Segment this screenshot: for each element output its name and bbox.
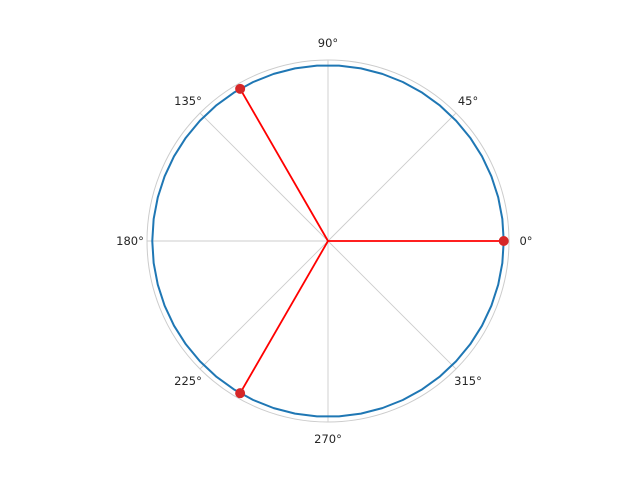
plot-area (151, 64, 509, 418)
series-line-circle (151, 64, 505, 418)
marker-point-120 (235, 83, 246, 94)
grid-spoke-225 (199, 240, 329, 370)
theta-tick-label-225: 225° (174, 374, 202, 388)
marker-point-0 (498, 236, 509, 246)
marker-point-240 (235, 388, 246, 399)
theta-tick-label-315: 315° (454, 374, 482, 388)
theta-tick-label-270: 270° (314, 432, 342, 446)
grid-spoke-45 (327, 112, 457, 242)
grid-spoke-315 (327, 240, 457, 370)
grid-spoke-135 (199, 112, 329, 242)
spoke-line-120 (239, 88, 329, 242)
polar-grid (146, 59, 510, 423)
theta-tick-label-90: 90° (318, 36, 338, 50)
spoke-line-240 (239, 240, 329, 394)
polar-frame (146, 59, 510, 423)
theta-tick-label-0: 0° (519, 234, 532, 248)
theta-tick-labels: 0° 45° 90° 135° 180° 225° 270° 315° (116, 36, 532, 446)
theta-tick-label-45: 45° (458, 94, 478, 108)
theta-tick-label-135: 135° (174, 94, 202, 108)
theta-tick-label-180: 180° (116, 234, 144, 248)
